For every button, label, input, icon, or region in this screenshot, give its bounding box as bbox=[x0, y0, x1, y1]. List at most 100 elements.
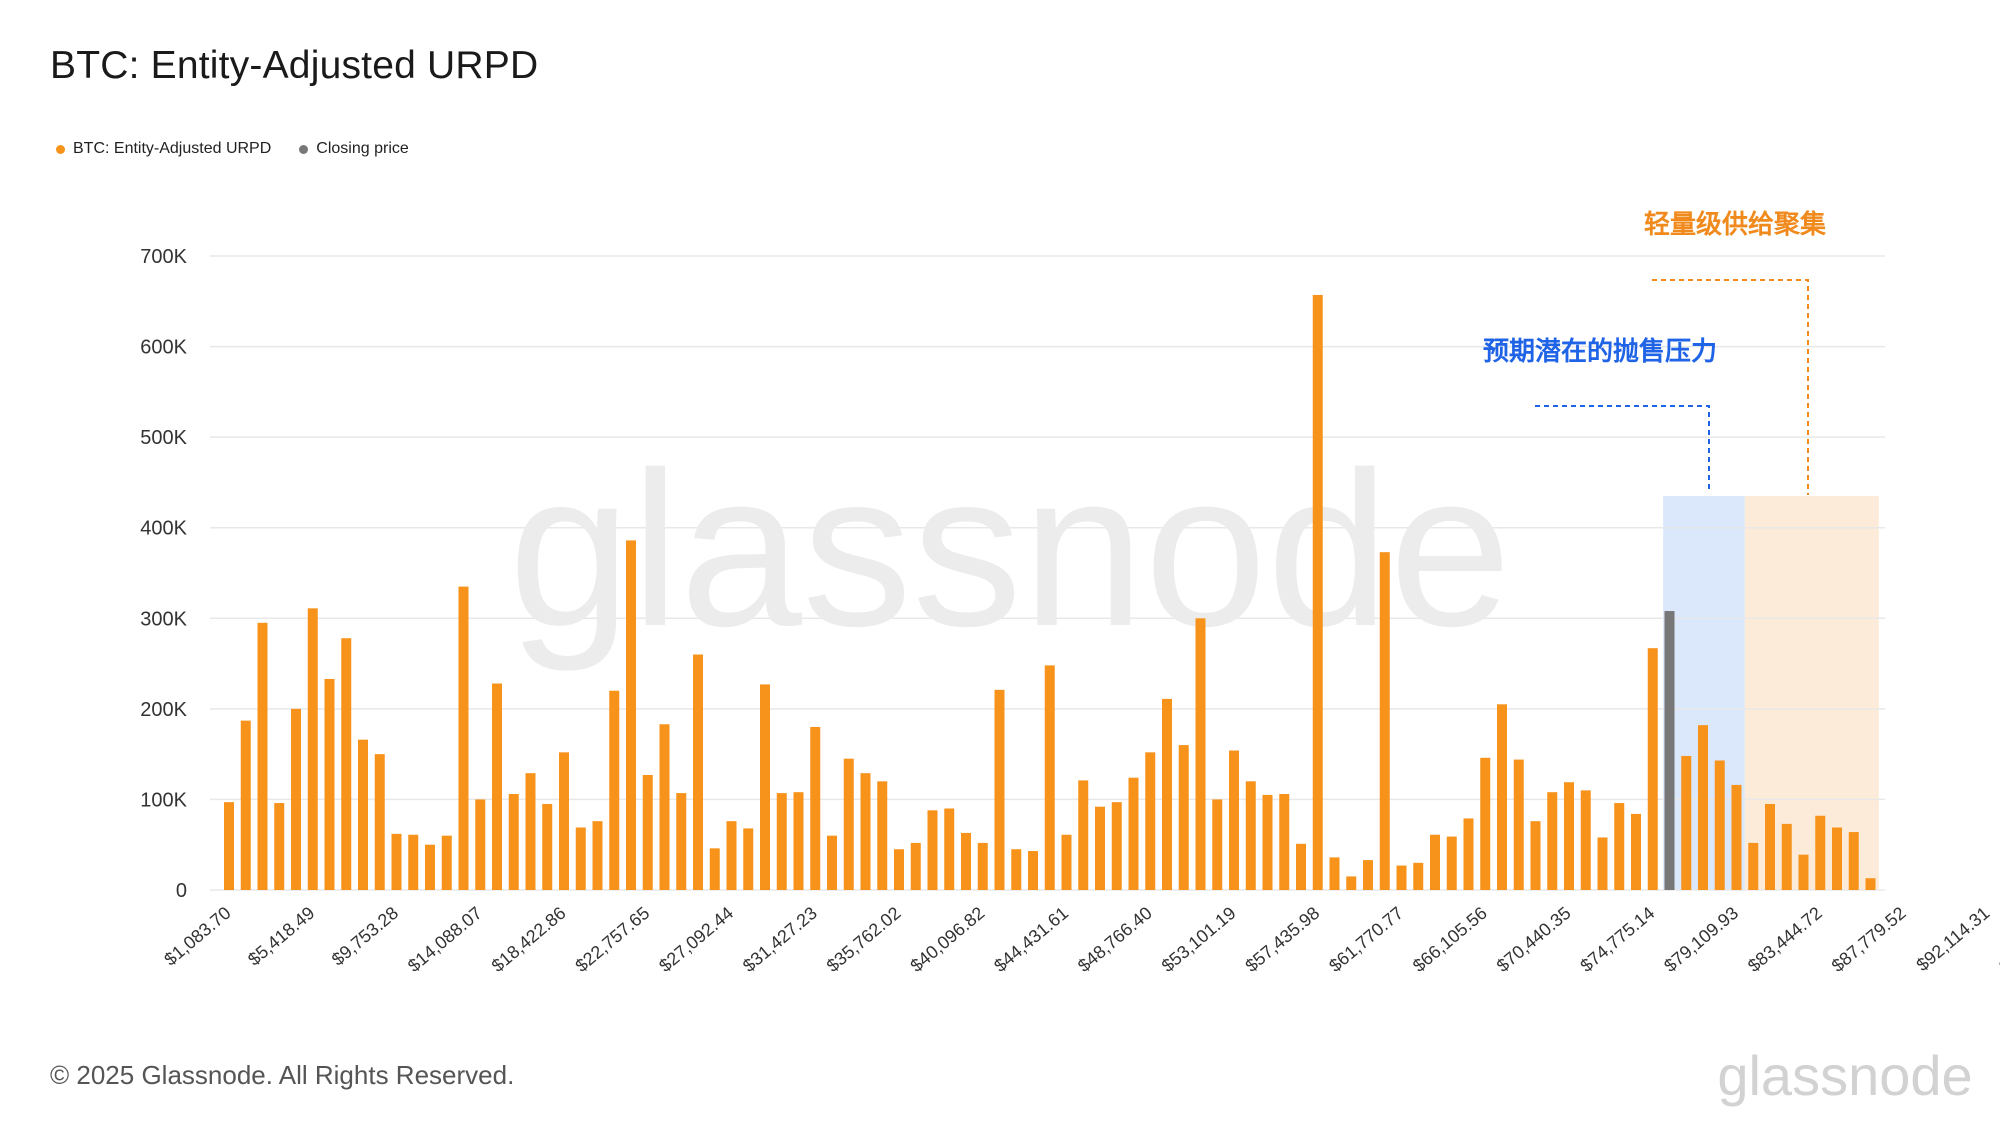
x-tick-label: $9,753.28 bbox=[328, 903, 402, 970]
urpd-bar bbox=[1647, 648, 1658, 890]
urpd-bar bbox=[760, 684, 770, 890]
urpd-bar bbox=[676, 793, 687, 890]
watermark: glassnode bbox=[509, 426, 1512, 672]
x-tick-label: $96,449.10 bbox=[1995, 903, 2000, 976]
annotation-orange-leader bbox=[1652, 279, 1809, 495]
chart-title: BTC: Entity-Adjusted URPD bbox=[50, 44, 539, 87]
urpd-bar bbox=[910, 842, 921, 890]
urpd-bar bbox=[1413, 862, 1424, 890]
legend: BTC: Entity-Adjusted URPD Closing price bbox=[56, 140, 409, 158]
urpd-bar bbox=[961, 832, 971, 890]
urpd-bar bbox=[709, 848, 720, 890]
x-tick-label: $79,109.93 bbox=[1660, 903, 1742, 976]
urpd-bar bbox=[1614, 803, 1625, 890]
y-tick-label: 700K bbox=[140, 246, 187, 268]
urpd-bar bbox=[525, 773, 536, 890]
urpd-bar bbox=[1748, 842, 1759, 890]
urpd-bar bbox=[475, 799, 486, 890]
annotation-orange-label: 轻量级供给聚集 bbox=[1644, 209, 1827, 239]
urpd-bar bbox=[1195, 618, 1206, 890]
closing-price-bar bbox=[1664, 611, 1675, 890]
annotations: 轻量级供给聚集 预期潜在的抛售压力 bbox=[1483, 209, 1827, 495]
urpd-bar bbox=[458, 586, 469, 890]
x-tick-label: $31,427.23 bbox=[739, 903, 821, 976]
urpd-bar bbox=[274, 803, 285, 890]
urpd-bar bbox=[1245, 781, 1256, 890]
urpd-bar bbox=[1145, 752, 1156, 890]
urpd-bar bbox=[659, 724, 670, 890]
x-tick-label: $1,083.70 bbox=[160, 903, 234, 970]
annotation-blue-label: 预期潜在的抛售压力 bbox=[1483, 336, 1717, 366]
urpd-bar bbox=[1078, 780, 1089, 890]
x-tick-label: $53,101.19 bbox=[1158, 903, 1240, 976]
legend-label-closing-price: Closing price bbox=[316, 140, 409, 157]
urpd-bar bbox=[1580, 790, 1591, 890]
legend-item-closing-price[interactable]: Closing price bbox=[299, 140, 409, 158]
urpd-bar bbox=[291, 708, 301, 890]
urpd-bar bbox=[492, 683, 502, 890]
urpd-bar bbox=[726, 821, 737, 890]
urpd-bar bbox=[977, 842, 988, 890]
urpd-bar bbox=[1262, 794, 1273, 890]
urpd-bar bbox=[1681, 755, 1692, 890]
legend-dot-closing-price bbox=[299, 144, 309, 154]
urpd-bar bbox=[1865, 878, 1876, 890]
x-tick-label: $22,757.65 bbox=[571, 903, 653, 976]
urpd-bar bbox=[1714, 760, 1725, 890]
x-tick-label: $14,088.07 bbox=[404, 903, 486, 976]
x-tick-label: $44,431.61 bbox=[990, 903, 1072, 976]
urpd-bar bbox=[1597, 837, 1608, 890]
urpd-bar bbox=[575, 827, 586, 890]
urpd-bar bbox=[743, 828, 754, 890]
annotation-blue-leader bbox=[1535, 405, 1710, 492]
urpd-bar bbox=[391, 833, 402, 890]
urpd-bar bbox=[324, 678, 335, 890]
urpd-bar bbox=[944, 808, 955, 890]
urpd-bar bbox=[860, 773, 871, 890]
copyright-footer: © 2025 Glassnode. All Rights Reserved. bbox=[50, 1060, 515, 1090]
urpd-bar bbox=[508, 793, 519, 890]
urpd-bar bbox=[994, 689, 1005, 890]
y-tick-label: 500K bbox=[140, 427, 187, 449]
urpd-bar bbox=[1346, 876, 1357, 890]
urpd-bar bbox=[425, 844, 435, 890]
legend-item-urpd[interactable]: BTC: Entity-Adjusted URPD bbox=[56, 140, 271, 158]
urpd-bar bbox=[408, 834, 419, 890]
urpd-bar bbox=[1329, 857, 1340, 890]
urpd-bar bbox=[1497, 704, 1507, 890]
urpd-bar bbox=[1832, 827, 1842, 890]
urpd-bar bbox=[1111, 802, 1122, 890]
urpd-bar bbox=[1279, 793, 1290, 890]
urpd-bar bbox=[1128, 777, 1139, 890]
y-tick-label: 200K bbox=[140, 699, 187, 721]
urpd-bar bbox=[592, 821, 603, 890]
urpd-bar bbox=[626, 540, 636, 890]
urpd-bar bbox=[1530, 821, 1541, 890]
urpd-bar bbox=[1061, 834, 1072, 890]
urpd-bar bbox=[341, 638, 352, 890]
urpd-bar bbox=[693, 654, 703, 890]
urpd-bar bbox=[542, 803, 553, 890]
urpd-bar bbox=[1044, 665, 1055, 890]
urpd-bar bbox=[642, 774, 653, 890]
urpd-bar bbox=[1798, 854, 1809, 890]
y-axis-ticks: 0 100K 200K 300K 400K 500K 600K 700K bbox=[140, 246, 187, 902]
x-tick-label: $92,114.31 bbox=[1912, 903, 1993, 975]
urpd-bar bbox=[1363, 860, 1373, 890]
urpd-bar bbox=[1296, 843, 1306, 890]
urpd-bar bbox=[1781, 823, 1792, 890]
x-tick-label: $35,762.02 bbox=[823, 903, 905, 976]
urpd-bar bbox=[441, 835, 452, 890]
urpd-bar bbox=[1212, 799, 1223, 890]
urpd-bar bbox=[1028, 851, 1038, 890]
orange-band bbox=[1744, 496, 1879, 890]
urpd-bar bbox=[1848, 832, 1859, 890]
urpd-bar bbox=[1564, 782, 1574, 890]
x-axis-ticks: $1,083.70 $5,418.49 $9,753.28 $14,088.07 $18… bbox=[160, 903, 2000, 976]
urpd-bar bbox=[358, 739, 368, 890]
urpd-bar bbox=[1162, 698, 1172, 890]
y-tick-label: 300K bbox=[140, 608, 187, 630]
y-tick-label: 100K bbox=[140, 789, 187, 811]
urpd-bar bbox=[1229, 750, 1239, 890]
